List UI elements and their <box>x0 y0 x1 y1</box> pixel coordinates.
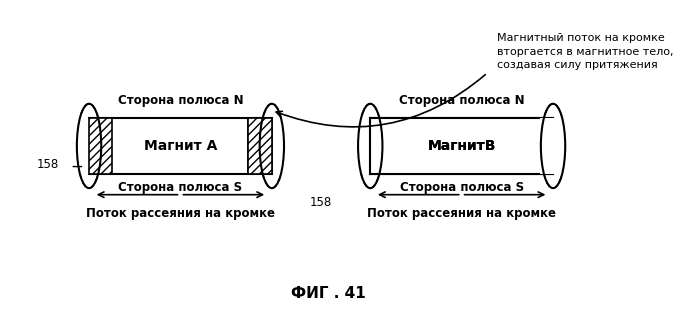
Ellipse shape <box>541 104 565 188</box>
Text: 158: 158 <box>37 158 59 171</box>
Text: Поток рассеяния на кромке: Поток рассеяния на кромке <box>367 207 556 220</box>
Ellipse shape <box>77 104 102 188</box>
Text: Сторона полюса N: Сторона полюса N <box>118 94 244 108</box>
Bar <box>76 118 102 174</box>
Text: Поток рассеяния на кромке: Поток рассеяния на кромке <box>86 207 275 220</box>
Bar <box>89 118 272 174</box>
Text: Магнитный поток на кромке
вторгается в магнитное тело,
создавая силу притяжения: Магнитный поток на кромке вторгается в м… <box>497 34 673 70</box>
Bar <box>248 118 272 174</box>
Bar <box>370 118 553 174</box>
Text: Магнит А: Магнит А <box>144 139 217 153</box>
Bar <box>540 118 566 174</box>
Bar <box>248 118 272 174</box>
Text: 158: 158 <box>310 196 332 209</box>
Text: МагнитВ: МагнитВ <box>428 139 496 153</box>
Ellipse shape <box>358 104 382 188</box>
Text: МагнитВ: МагнитВ <box>428 139 496 153</box>
Bar <box>259 118 285 174</box>
Text: Сторона полюса S: Сторона полюса S <box>400 181 524 194</box>
Text: Сторона полюса N: Сторона полюса N <box>399 94 524 108</box>
Text: ФИГ . 41: ФИГ . 41 <box>290 286 365 300</box>
Bar <box>357 118 384 174</box>
Ellipse shape <box>260 104 284 188</box>
Bar <box>370 118 553 174</box>
Text: Сторона полюса S: Сторона полюса S <box>118 181 242 194</box>
Bar <box>89 118 113 174</box>
